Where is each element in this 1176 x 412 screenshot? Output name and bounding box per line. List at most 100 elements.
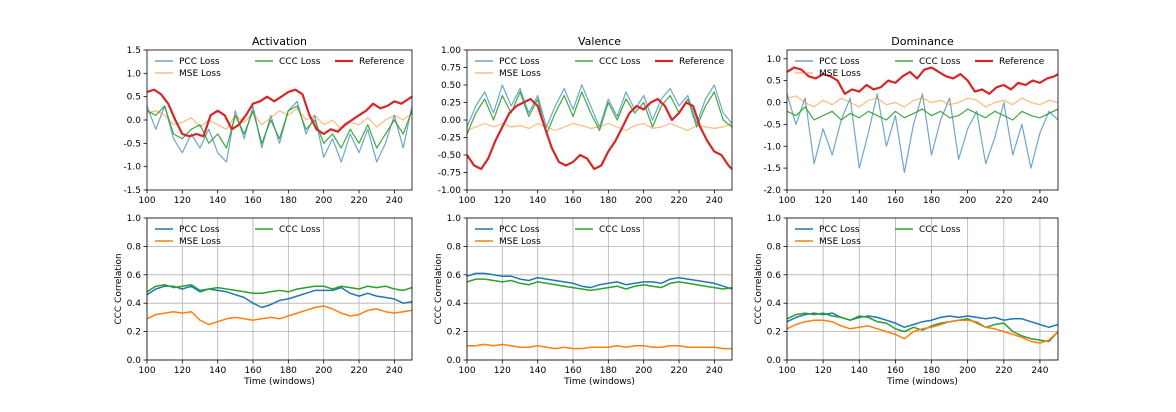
x-tick-label: 160 <box>244 366 261 376</box>
y-tick-label: 0.5 <box>767 77 781 87</box>
y-tick-label: 1.5 <box>127 46 141 56</box>
y-tick-label: 0.00 <box>441 116 461 126</box>
x-tick-label: 200 <box>959 366 976 376</box>
y-tick-label: 0.6 <box>767 271 782 281</box>
y-tick-label: -0.25 <box>438 134 461 144</box>
panel-5: 100 120 140 160 180 200 220 240 0.0 0.2 0.4 0.6 0.8 1… <box>754 214 1059 387</box>
legend-label: PCC Loss <box>179 57 220 67</box>
y-tick-label: -1.00 <box>438 186 462 196</box>
legend-label: PCC Loss <box>819 57 860 67</box>
x-tick-label: 240 <box>706 196 723 206</box>
x-tick-label: 180 <box>923 196 940 206</box>
y-tick-label: 0.0 <box>127 116 142 126</box>
legend-label: PCC Loss <box>499 57 540 67</box>
y-axis-label: CCC Correlation <box>434 253 444 324</box>
x-tick-label: 180 <box>923 366 940 376</box>
x-tick-label: 100 <box>778 366 795 376</box>
legend: PCC Loss CCC Loss Reference MSE Loss <box>795 57 1045 79</box>
legend-label: PCC Loss <box>179 225 220 235</box>
panel-0: 100 120 140 160 180 200 220 240 -1.5 -1.0 -0.5 0.0 0… <box>123 35 413 206</box>
panel-4: 100 120 140 160 180 200 220 240 0.0 0.2 0.4 0.6 0.8 1… <box>434 214 733 387</box>
y-tick-label: -0.5 <box>763 120 781 130</box>
x-tick-label: 100 <box>458 196 475 206</box>
series-line-pcc <box>467 272 732 290</box>
series-line-ref <box>467 97 732 171</box>
legend: PCC Loss CCC Loss MSE Loss <box>155 225 321 247</box>
x-axis-label: Time (windows) <box>563 377 635 387</box>
y-tick-label: -1.5 <box>123 186 141 196</box>
x-tick-label: 140 <box>529 366 546 376</box>
legend-label: Reference <box>999 57 1045 67</box>
legend-label: MSE Loss <box>819 69 861 79</box>
x-axis-label: Time (windows) <box>243 377 315 387</box>
x-tick-label: 140 <box>851 366 868 376</box>
axes-frame <box>466 217 733 361</box>
y-tick-label: 0.6 <box>127 271 142 281</box>
series-line-mse <box>787 319 1058 344</box>
y-tick-label: -1.0 <box>763 142 781 152</box>
plot-area <box>147 283 412 326</box>
y-tick-label: -0.50 <box>438 151 462 161</box>
x-tick-label: 240 <box>1031 196 1048 206</box>
legend-label: MSE Loss <box>499 69 541 79</box>
legend-label: PCC Loss <box>819 225 860 235</box>
x-tick-label: 140 <box>529 196 546 206</box>
y-tick-label: 0.0 <box>447 356 462 366</box>
x-tick-label: 240 <box>1031 366 1048 376</box>
x-tick-label: 220 <box>670 366 687 376</box>
series-line-mse <box>467 122 732 132</box>
y-tick-label: 0.2 <box>447 328 461 338</box>
y-tick-label: 1.0 <box>767 214 782 224</box>
x-tick-label: 220 <box>350 366 367 376</box>
y-tick-label: -2.0 <box>763 186 781 196</box>
x-tick-label: 200 <box>635 196 652 206</box>
x-tick-label: 160 <box>887 366 904 376</box>
legend-label: CCC Loss <box>279 57 321 67</box>
series-line-mse <box>787 95 1058 108</box>
chart-title: Dominance <box>891 35 954 48</box>
x-tick-label: 120 <box>815 196 832 206</box>
series-line-ccc <box>147 105 412 149</box>
chart-title: Activation <box>252 35 307 48</box>
y-tick-label: -1.0 <box>123 163 141 173</box>
plot-area <box>147 88 412 163</box>
legend: PCC Loss CCC Loss Reference MSE Loss <box>155 57 405 79</box>
plot-area <box>467 84 732 171</box>
x-tick-label: 200 <box>315 196 332 206</box>
series-line-pcc <box>147 285 412 309</box>
x-tick-label: 160 <box>887 196 904 206</box>
legend: PCC Loss CCC Loss Reference MSE Loss <box>475 57 725 79</box>
x-tick-label: 120 <box>815 366 832 376</box>
y-tick-label: 0.0 <box>127 356 142 366</box>
x-tick-label: 100 <box>138 196 155 206</box>
x-tick-label: 140 <box>851 196 868 206</box>
axes-frame <box>786 217 1059 361</box>
x-axis-label: Time (windows) <box>886 377 958 387</box>
y-tick-label: 0.0 <box>767 99 782 109</box>
x-tick-label: 180 <box>600 196 617 206</box>
axes-frame <box>466 49 733 191</box>
legend-label: MSE Loss <box>179 237 221 247</box>
y-tick-label: 0.0 <box>767 356 782 366</box>
plot-area <box>787 66 1058 174</box>
series-line-ccc <box>467 91 732 135</box>
y-tick-label: 0.2 <box>767 328 781 338</box>
legend-label: CCC Loss <box>919 225 961 235</box>
x-tick-label: 220 <box>995 196 1012 206</box>
legend-label: CCC Loss <box>919 57 961 67</box>
axes-frame <box>786 49 1059 191</box>
y-tick-label: 0.8 <box>127 242 142 252</box>
x-tick-label: 180 <box>600 366 617 376</box>
y-tick-label: 1.0 <box>127 69 142 79</box>
legend: PCC Loss CCC Loss MSE Loss <box>475 225 641 247</box>
y-tick-label: 1.0 <box>127 214 142 224</box>
y-tick-label: 0.4 <box>127 299 142 309</box>
y-tick-label: 0.25 <box>441 99 461 109</box>
x-tick-label: 160 <box>564 366 581 376</box>
x-tick-label: 200 <box>959 196 976 206</box>
y-axis-label: CCC Correlation <box>114 253 124 324</box>
y-tick-label: 0.50 <box>441 81 461 91</box>
legend-label: PCC Loss <box>499 225 540 235</box>
x-tick-label: 200 <box>635 366 652 376</box>
